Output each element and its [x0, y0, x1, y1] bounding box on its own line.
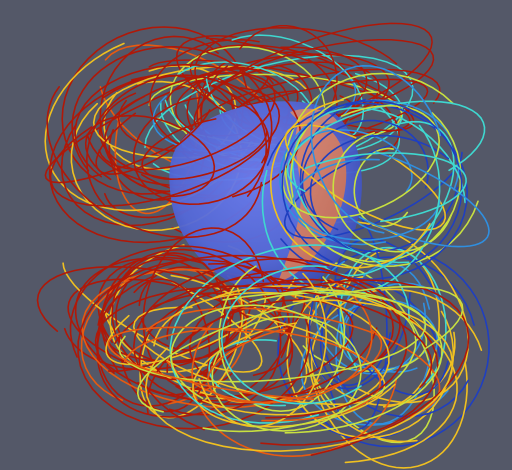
streamline	[198, 272, 327, 428]
streamline	[153, 291, 390, 416]
streamline	[69, 245, 291, 359]
streamline	[144, 299, 454, 452]
streamline	[344, 248, 441, 408]
streamline	[145, 307, 441, 418]
streamline	[211, 315, 362, 432]
streamline	[269, 99, 431, 269]
front-streamlines	[36, 45, 490, 464]
streamline	[284, 72, 479, 268]
streamline	[118, 291, 427, 383]
streamline	[36, 265, 293, 377]
streamline	[218, 265, 346, 413]
streamline	[61, 26, 248, 195]
streamline	[107, 326, 315, 400]
streamline	[100, 262, 285, 363]
streamline	[286, 100, 486, 193]
streamline	[281, 99, 463, 265]
streamline	[301, 119, 429, 231]
streamline	[299, 98, 459, 253]
streamline	[192, 322, 396, 428]
streamline	[193, 22, 433, 138]
streamline	[97, 254, 408, 419]
streamline	[74, 257, 259, 402]
streamline	[94, 285, 433, 389]
streamline	[310, 64, 442, 234]
streamline	[358, 151, 490, 248]
streamline	[139, 275, 244, 419]
streamline	[166, 278, 373, 404]
streamline	[220, 265, 362, 405]
streamline	[98, 72, 276, 171]
streamline	[71, 45, 273, 172]
streamline	[174, 53, 390, 134]
streamline	[292, 158, 441, 241]
streamline	[132, 96, 270, 206]
streamline	[207, 285, 458, 464]
streamline	[141, 118, 268, 181]
streamline	[332, 131, 453, 253]
streamline	[46, 86, 263, 239]
streamline	[305, 306, 468, 469]
streamline	[349, 300, 419, 354]
streamline	[200, 39, 435, 130]
streamline	[142, 227, 265, 391]
streamline	[85, 74, 268, 207]
streamline	[107, 292, 237, 373]
streamline	[292, 129, 413, 193]
streamline	[95, 109, 211, 175]
streamline	[334, 237, 449, 396]
streamline	[132, 257, 378, 405]
streamline	[166, 269, 401, 367]
streamline	[136, 285, 464, 413]
streamline	[146, 279, 470, 456]
streamline	[124, 327, 382, 422]
streamline	[279, 289, 443, 434]
streamline	[309, 134, 449, 256]
streamline	[304, 152, 467, 223]
